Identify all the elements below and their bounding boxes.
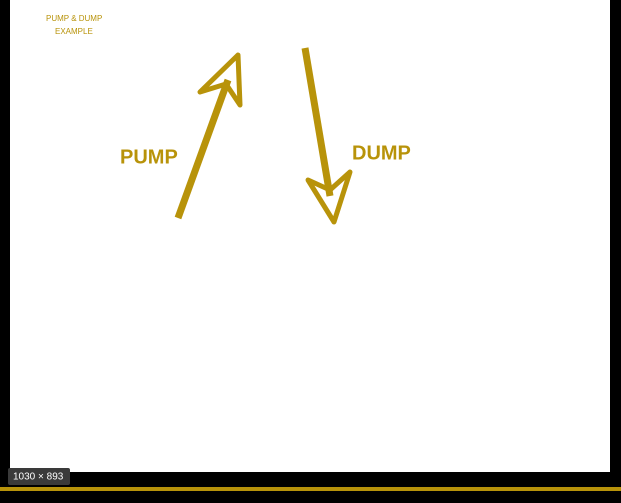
badge bbox=[8, 468, 70, 485]
dump-arrow bbox=[301, 47, 334, 197]
badge-text: 1030 × 893 bbox=[13, 472, 64, 483]
pump-arrow bbox=[174, 78, 232, 220]
arrows bbox=[174, 47, 353, 225]
chart-subtitle: EXAMPLE bbox=[55, 27, 93, 36]
pump-arrowhead bbox=[197, 52, 243, 108]
chart-title: PUMP & DUMP bbox=[46, 14, 102, 23]
annotation: DUMP bbox=[352, 142, 411, 164]
dump-arrowhead bbox=[305, 169, 353, 225]
annotation: PUMP bbox=[120, 146, 178, 168]
frame-band bbox=[0, 487, 621, 491]
